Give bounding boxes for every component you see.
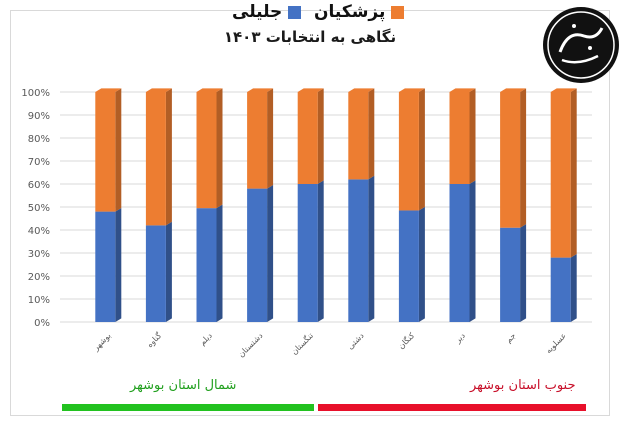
bar-side-pezeshkian [418,88,425,211]
x-tick-label: دیر [453,331,468,346]
bar-pezeshkian [196,92,217,209]
logo [543,7,619,83]
legend-entry-pezeshkian: پزشکیان [314,2,405,22]
bar-pezeshkian [449,92,470,184]
y-tick-label: 30% [28,249,50,260]
legend-label-jalili: جلیلی [232,2,283,22]
bar-side-jalili [570,254,577,322]
x-tick-label: عسلویه [544,331,568,355]
bar-top-pezeshkian [196,88,223,92]
bar-pezeshkian [297,92,318,184]
bar-jalili [398,210,419,322]
bar-pezeshkian [247,92,268,189]
bar-jalili [449,184,470,322]
bar-top-pezeshkian [247,88,274,92]
bar-top-pezeshkian [145,88,172,92]
bar-side-pezeshkian [267,88,274,189]
bar-side-pezeshkian [469,88,476,184]
bar-top-pezeshkian [348,88,375,92]
bar-top-pezeshkian [297,88,324,92]
y-tick-label: 80% [28,134,50,145]
legend-label-pezeshkian: پزشکیان [314,2,386,22]
bar-pezeshkian [145,92,166,226]
y-tick-label: 50% [28,203,50,214]
bar-side-pezeshkian [216,88,223,209]
bar-side-jalili [418,206,425,322]
bar-jalili [95,211,116,322]
y-tick-label: 10% [28,295,50,306]
x-tick-label: دشتستان [237,331,265,359]
bar-jalili [500,227,521,322]
x-tick-label: دیلم [198,331,214,347]
bar-jalili [348,179,369,322]
x-tick-label: کنگان [396,330,417,351]
bar-pezeshkian [398,92,419,211]
y-tick-label: 40% [28,226,50,237]
x-tick-label: گناوه [144,330,163,349]
legend-swatch-pezeshkian [391,5,405,19]
bar-side-jalili [368,175,375,322]
bar-side-jalili [520,224,527,322]
y-tick-label: 0% [34,318,50,329]
bar-jalili [550,257,571,322]
bar-pezeshkian [550,92,571,258]
y-tick-label: 90% [28,111,50,122]
bar-side-pezeshkian [570,88,577,258]
bar-pezeshkian [95,92,116,212]
bar-jalili [196,208,217,322]
bar-side-jalili [115,208,122,322]
bar-side-jalili [267,185,274,322]
bar-top-pezeshkian [95,88,122,92]
bar-pezeshkian [348,92,369,180]
bar-side-jalili [469,180,476,322]
y-tick-label: 20% [28,272,50,283]
south-region-label: جنوب استان بوشهر [470,378,576,393]
bar-side-pezeshkian [520,88,527,228]
bar-top-pezeshkian [550,88,577,92]
north-region-bar [62,404,314,411]
bar-top-pezeshkian [398,88,425,92]
bar-jalili [247,188,268,322]
legend-swatch-jalili [288,5,302,19]
bar-side-jalili [317,180,324,322]
x-tick-label: بوشهر [91,331,113,353]
bar-side-jalili [165,221,172,322]
y-tick-label: 60% [28,180,50,191]
bar-top-pezeshkian [500,88,527,92]
bar-jalili [145,225,166,322]
bar-top-pezeshkian [449,88,476,92]
x-tick-label: جم [504,331,518,345]
south-region-bar [318,404,586,411]
bar-side-pezeshkian [165,88,172,226]
y-tick-label: 100% [21,88,50,99]
legend-entry-jalili: جلیلی [232,2,302,22]
bar-side-jalili [216,204,223,322]
x-tick-label: تنگستان [289,330,315,356]
north-region-label: شمال استان بوشهر [130,378,237,393]
bar-side-pezeshkian [317,88,324,184]
chart-title: نگاهی به انتخابات ۱۴۰۳ [223,28,397,46]
bar-pezeshkian [500,92,521,228]
y-tick-label: 70% [28,157,50,168]
x-tick-label: دشتی [346,331,366,351]
bar-jalili [297,184,318,322]
bar-side-pezeshkian [115,88,122,212]
bar-side-pezeshkian [368,88,375,180]
